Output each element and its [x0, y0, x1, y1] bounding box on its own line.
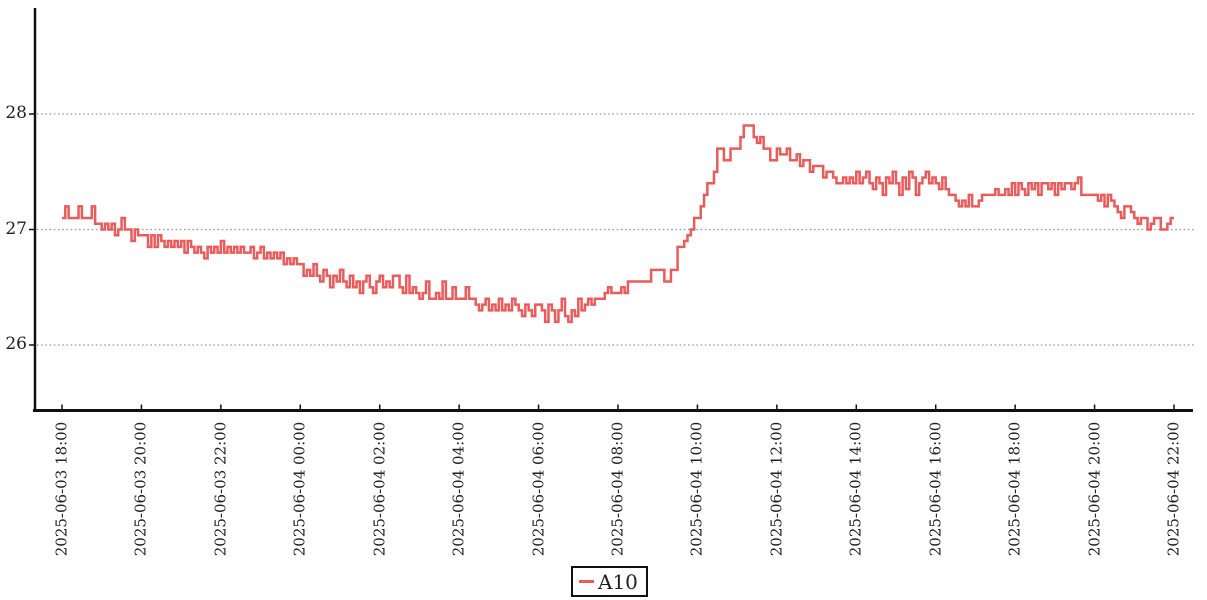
x-axis-label-8: 2025-06-04 10:00: [687, 421, 706, 557]
x-axis-label-0: 2025-06-03 18:00: [52, 421, 71, 557]
x-axis-label-3: 2025-06-04 00:00: [290, 421, 309, 557]
x-axis-label-12: 2025-06-04 18:00: [1005, 421, 1024, 557]
legend-series-label: A10: [598, 569, 638, 594]
x-axis-label-13: 2025-06-04 20:00: [1085, 421, 1104, 557]
y-axis-label-27: 27: [5, 218, 27, 239]
x-axis-label-5: 2025-06-04 04:00: [449, 421, 468, 557]
y-axis-label-28: 28: [5, 103, 27, 123]
series-line-A10: [62, 124, 1174, 324]
x-axis-label-1: 2025-06-03 20:00: [131, 421, 150, 557]
x-axis-label-9: 2025-06-04 12:00: [767, 421, 786, 557]
x-axis-label-11: 2025-06-04 16:00: [926, 421, 945, 557]
legend-line-marker: [579, 580, 594, 583]
legend[interactable]: A10: [571, 566, 648, 597]
y-axis-label-26: 26: [5, 334, 27, 354]
x-axis-label-10: 2025-06-04 14:00: [846, 421, 865, 557]
x-axis-label-14: 2025-06-04 22:00: [1164, 421, 1183, 557]
x-axis-label-2: 2025-06-03 22:00: [211, 421, 230, 557]
x-axis-label-7: 2025-06-04 08:00: [608, 421, 627, 557]
x-axis-label-4: 2025-06-04 02:00: [370, 421, 389, 557]
x-axis-label-6: 2025-06-04 06:00: [529, 421, 548, 557]
